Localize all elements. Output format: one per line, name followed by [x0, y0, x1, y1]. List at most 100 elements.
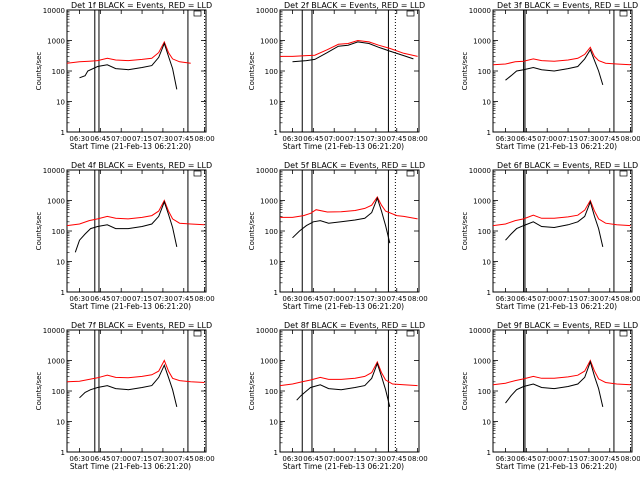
panel-3: Det 3f BLACK = Events, RED = LLD 1 10 100 10…: [461, 1, 640, 151]
x-tick-label: 07:45: [600, 295, 620, 303]
lld-series-line: [280, 196, 418, 220]
x-tick-label: 07:15: [558, 295, 578, 303]
x-axis-label: Start Time (21-Feb-13 06:21:20): [283, 302, 404, 311]
x-tick-label: 07:45: [600, 455, 620, 463]
x-tick-label: 06:30: [69, 135, 89, 143]
y-tick-label: 100: [265, 228, 278, 236]
x-tick-label: 06:30: [495, 135, 515, 143]
x-tick-label: 08:00: [408, 135, 428, 143]
x-tick-label: 07:30: [153, 455, 173, 463]
lld-series-line: [66, 359, 205, 383]
lld-series-line: [492, 359, 631, 386]
x-tick-label: 07:15: [345, 295, 365, 303]
y-tick-label: 10: [56, 99, 65, 107]
y-tick-label: 10: [269, 259, 278, 267]
x-axis-label: Start Time (21-Feb-13 06:21:20): [496, 302, 617, 311]
x-tick-label: 06:45: [303, 135, 323, 143]
plot-frame: [279, 9, 420, 133]
x-tick-label: 07:45: [174, 135, 194, 143]
panel-title: Det 4f BLACK = Events, RED = LLD: [71, 161, 212, 170]
events-series-line: [292, 41, 414, 63]
y-axis-label: Counts/sec: [35, 212, 43, 251]
y-tick-label: 1: [61, 289, 65, 297]
panel-9: Det 9f BLACK = Events, RED = LLD 1 10 100 10…: [461, 321, 640, 471]
y-tick-label: 10000: [256, 7, 278, 15]
y-tick-label: 1000: [260, 198, 278, 206]
panel-6: Det 6f BLACK = Events, RED = LLD 1 10 100 10…: [461, 161, 640, 311]
y-axis-label: Counts/sec: [248, 372, 256, 411]
y-axis-label: Counts/sec: [461, 212, 469, 251]
y-tick-label: 1000: [47, 38, 65, 46]
x-tick-label: 08:00: [408, 295, 428, 303]
legend-box: [619, 330, 628, 337]
x-tick-label: 07:00: [324, 295, 344, 303]
y-tick-label: 10: [482, 419, 491, 427]
x-tick-label: 07:30: [366, 455, 386, 463]
panel-7: Det 7f BLACK = Events, RED = LLD 1 10 100 10…: [35, 321, 215, 471]
events-series-line: [505, 200, 604, 248]
x-axis-label: Start Time (21-Feb-13 06:21:20): [283, 142, 404, 151]
y-axis-label: Counts/sec: [248, 52, 256, 91]
x-tick-label: 07:00: [537, 135, 557, 143]
events-series-line: [74, 200, 178, 253]
x-tick-label: 06:30: [282, 455, 302, 463]
x-tick-label: 06:45: [516, 455, 536, 463]
x-tick-label: 06:45: [90, 455, 110, 463]
legend-box: [406, 170, 415, 177]
y-tick-label: 100: [265, 68, 278, 76]
y-tick-label: 1000: [260, 358, 278, 366]
panel-title: Det 5f BLACK = Events, RED = LLD: [284, 161, 425, 170]
x-tick-label: 06:45: [516, 295, 536, 303]
legend-box: [193, 330, 202, 337]
y-tick-label: 10: [56, 259, 65, 267]
x-tick-label: 07:45: [600, 135, 620, 143]
plot-frame: [492, 9, 633, 133]
x-tick-label: 06:30: [69, 295, 89, 303]
y-axis-label: Counts/sec: [35, 372, 43, 411]
y-tick-label: 10: [269, 99, 278, 107]
x-tick-label: 06:45: [516, 135, 536, 143]
y-tick-label: 1: [487, 289, 491, 297]
lld-series-line: [492, 199, 631, 227]
y-tick-label: 1000: [473, 198, 491, 206]
x-tick-label: 07:45: [174, 295, 194, 303]
events-series-line: [79, 42, 178, 90]
y-axis-label: Counts/sec: [248, 212, 256, 251]
x-axis-label: Start Time (21-Feb-13 06:21:20): [496, 462, 617, 471]
x-tick-label: 07:00: [537, 455, 557, 463]
y-tick-label: 100: [478, 228, 491, 236]
x-tick-label: 08:00: [621, 295, 640, 303]
x-tick-label: 08:00: [621, 135, 640, 143]
panel-title: Det 3f BLACK = Events, RED = LLD: [497, 1, 638, 10]
x-tick-label: 07:15: [132, 455, 152, 463]
x-axis-label: Start Time (21-Feb-13 06:21:20): [70, 462, 191, 471]
lld-series-line: [66, 40, 191, 64]
y-tick-label: 100: [478, 388, 491, 396]
y-tick-label: 100: [478, 68, 491, 76]
y-tick-label: 10: [482, 99, 491, 107]
lld-series-line: [279, 360, 418, 387]
events-series-line: [505, 48, 604, 86]
legend-box: [406, 10, 415, 17]
y-tick-label: 1: [274, 449, 278, 457]
events-series-line: [505, 360, 604, 408]
panel-title: Det 1f BLACK = Events, RED = LLD: [71, 1, 212, 10]
lld-series-line: [66, 199, 205, 227]
y-tick-label: 10: [482, 259, 491, 267]
x-tick-label: 07:45: [387, 455, 407, 463]
lld-series-line: [280, 39, 418, 57]
y-tick-label: 10000: [256, 327, 278, 335]
x-tick-label: 07:30: [153, 295, 173, 303]
legend-box: [406, 330, 415, 337]
panel-2: Det 2f BLACK = Events, RED = LLD 1 10 100 10…: [248, 1, 428, 151]
panel-1: Det 1f BLACK = Events, RED = LLD 1 10 100 10…: [35, 1, 215, 151]
x-tick-label: 07:15: [345, 455, 365, 463]
x-tick-label: 07:15: [345, 135, 365, 143]
y-tick-label: 1: [487, 129, 491, 137]
y-tick-label: 10000: [469, 167, 491, 175]
y-tick-label: 1000: [260, 38, 278, 46]
y-tick-label: 10: [269, 419, 278, 427]
panel-5: Det 5f BLACK = Events, RED = LLD 1 10 100 10…: [248, 161, 428, 311]
x-tick-label: 07:15: [558, 135, 578, 143]
y-axis-label: Counts/sec: [461, 372, 469, 411]
